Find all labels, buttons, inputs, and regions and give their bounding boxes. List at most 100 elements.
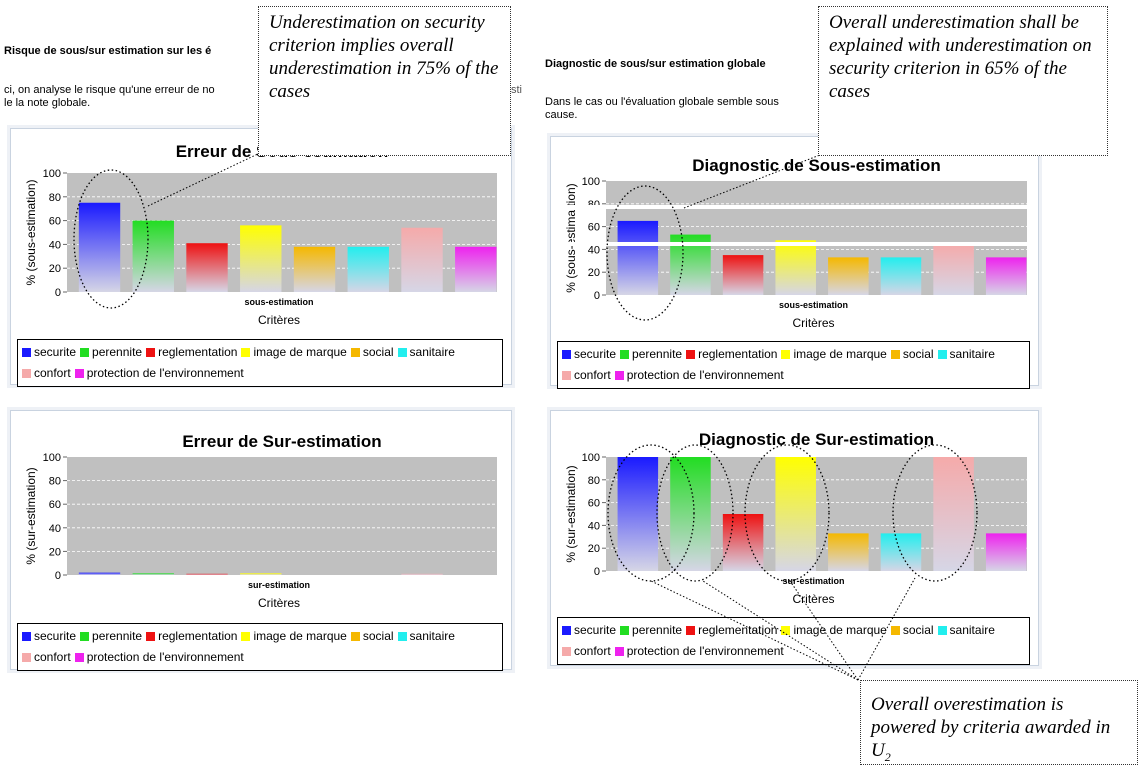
y-tick-label: 0 [55, 570, 61, 582]
left-intro-tail: sti [511, 84, 522, 96]
legend-label: social [902, 623, 934, 637]
legend-label: image de marque [253, 629, 347, 643]
annotation-box-bottom-right: Overall overestimation is powered by cri… [860, 680, 1138, 765]
bar-2 [186, 243, 228, 292]
legend-swatch [937, 350, 947, 359]
legend-swatch [146, 348, 156, 357]
legend-swatch [562, 350, 571, 359]
bar-7 [985, 257, 1027, 295]
legend-swatch [614, 647, 624, 656]
legend-label: protection de l'environnement [626, 368, 784, 382]
bar-6 [401, 227, 443, 292]
legend-swatch [350, 348, 360, 357]
y-tick-label: 80 [588, 199, 600, 211]
y-tick-label: 20 [588, 267, 600, 279]
y-tick-label: 0 [594, 566, 600, 578]
legend-label: securite [574, 347, 617, 361]
bar-3 [775, 240, 816, 295]
y-axis-label: % (sur-estimation) [24, 467, 38, 564]
legend-label: social [362, 629, 394, 643]
legend-label: reglementation [698, 347, 778, 361]
legend-label: sanitaire [409, 629, 455, 643]
chart-panel-over-error: 0 20 40 60 80 100 Erreur de Sur-estimation sur-… [10, 410, 512, 671]
legend-item-4: social [890, 344, 934, 365]
y-tick-label: 60 [588, 222, 600, 234]
bar-2 [722, 255, 764, 295]
chart-over-error: 0 20 40 60 80 100 Erreur de Sur-estimation sur-… [24, 432, 497, 610]
y-tick-label: 40 [588, 520, 600, 532]
legend-label: protection de l'environnement [626, 644, 784, 658]
bar-7 [985, 533, 1027, 571]
bar-3 [775, 457, 816, 571]
legend-label: sanitaire [949, 347, 995, 361]
legend-item-5: sanitaire [397, 626, 455, 647]
legend-item-7: protection de l'environnement [614, 365, 784, 386]
legend-label: social [902, 347, 934, 361]
legend-item-3: image de marque [781, 620, 887, 641]
legend-swatch [80, 348, 90, 357]
y-tick-label: 80 [49, 476, 61, 488]
legend-label: securite [34, 345, 77, 359]
legend-label: reglementation [698, 623, 778, 637]
legend-label: securite [34, 629, 77, 643]
legend-swatch [614, 371, 624, 380]
legend-swatch [781, 350, 791, 359]
legend-swatch [620, 350, 630, 359]
chart-title: Erreur de Sur-estimation [182, 432, 381, 451]
legend-swatch [22, 632, 31, 641]
legend-label: image de marque [793, 347, 887, 361]
legend-item-2: reglementation [686, 344, 777, 365]
bar-5 [880, 533, 922, 571]
legend-item-0: securite [562, 620, 616, 641]
right-intro-line-2: cause. [545, 109, 578, 121]
legend-label: sanitaire [409, 345, 455, 359]
legend-label: image de marque [253, 345, 347, 359]
legend-item-2: reglementation [146, 342, 237, 363]
legend-item-4: social [350, 342, 394, 363]
legend-label: protection de l'environnement [86, 366, 244, 380]
left-intro-line-2: le la note globale. [4, 97, 91, 109]
y-tick-label: 20 [49, 546, 61, 558]
bar-1 [132, 220, 174, 292]
bar-6 [933, 457, 974, 571]
left-intro-line-1: ci, on analyse le risque qu'une erreur d… [4, 84, 215, 96]
legend-label: confort [574, 644, 611, 658]
right-intro-line-1: Dans le cas ou l'évaluation globale semb… [545, 96, 779, 108]
legend-item-6: confort [22, 363, 71, 384]
legend-label: securite [574, 623, 617, 637]
legend-item-3: image de marque [241, 342, 347, 363]
y-tick-label: 0 [594, 290, 600, 302]
legend-item-7: protection de l'environnement [74, 647, 244, 668]
legend-item-6: confort [22, 647, 71, 668]
bar-5 [347, 246, 389, 292]
bar-3 [240, 225, 282, 292]
legend-label: perennite [632, 347, 683, 361]
legend-label: protection de l'environnement [86, 650, 244, 664]
left-section-header: Risque de sous/sur estimation sur les é [4, 45, 212, 57]
legend-item-2: reglementation [686, 620, 777, 641]
y-tick-label: 80 [49, 192, 61, 204]
legend-swatch [397, 348, 407, 357]
y-tick-label: 80 [588, 475, 600, 487]
legend-label: perennite [92, 345, 143, 359]
y-axis-label: % (sur-estimation) [564, 465, 578, 562]
y-tick-label: 40 [49, 239, 61, 251]
bar-7 [455, 246, 497, 292]
bar-1 [670, 234, 711, 295]
legend-item-4: social [890, 620, 934, 641]
y-tick-label: 20 [49, 263, 61, 275]
bar-6 [933, 243, 974, 295]
y-tick-label: 20 [588, 543, 600, 555]
legend-item-3: image de marque [241, 626, 347, 647]
legend-item-6: confort [562, 365, 611, 386]
chart-title: Diagnostic de Sous-estimation [692, 156, 940, 175]
x-axis-label: Critères [258, 313, 300, 327]
legend-swatch [686, 626, 696, 635]
legend-label: image de marque [793, 623, 887, 637]
legend-item-5: sanitaire [937, 344, 995, 365]
annotation-bottom-right-text: Overall overestimation is powered by cri… [871, 694, 1111, 761]
plot-area [67, 457, 497, 575]
legend-swatch [562, 626, 571, 635]
legend-label: social [362, 345, 394, 359]
chart-panel-over-diagnostic: 0 20 40 60 80 100 Diagnostic de Sur-estimation… [550, 410, 1039, 666]
